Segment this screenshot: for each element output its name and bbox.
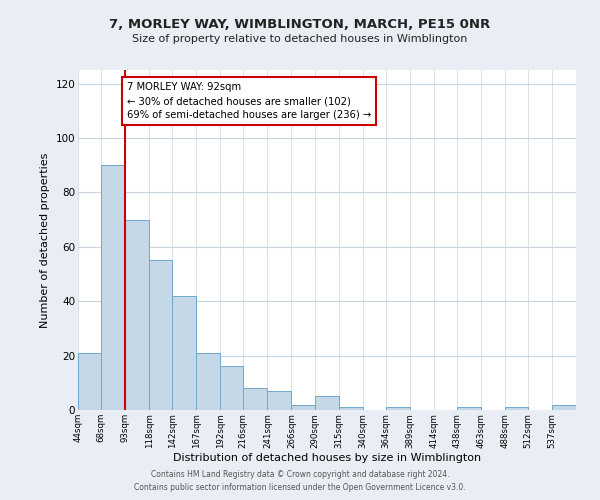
Bar — [505, 408, 528, 410]
Text: Size of property relative to detached houses in Wimblington: Size of property relative to detached ho… — [133, 34, 467, 44]
Bar — [552, 404, 576, 410]
Text: 7, MORLEY WAY, WIMBLINGTON, MARCH, PE15 0NR: 7, MORLEY WAY, WIMBLINGTON, MARCH, PE15 … — [109, 18, 491, 30]
Bar — [220, 366, 244, 410]
Bar — [125, 220, 149, 410]
Bar — [314, 396, 338, 410]
X-axis label: Distribution of detached houses by size in Wimblington: Distribution of detached houses by size … — [173, 453, 481, 463]
Bar — [101, 165, 125, 410]
Bar — [386, 408, 410, 410]
Bar — [78, 353, 101, 410]
Bar — [244, 388, 268, 410]
Text: Contains HM Land Registry data © Crown copyright and database right 2024.
Contai: Contains HM Land Registry data © Crown c… — [134, 470, 466, 492]
Bar — [338, 408, 362, 410]
Bar — [149, 260, 172, 410]
Bar — [172, 296, 196, 410]
Bar — [457, 408, 481, 410]
Bar — [292, 404, 314, 410]
Bar — [268, 391, 292, 410]
Y-axis label: Number of detached properties: Number of detached properties — [40, 152, 50, 328]
Bar — [196, 353, 220, 410]
Text: 7 MORLEY WAY: 92sqm
← 30% of detached houses are smaller (102)
69% of semi-detac: 7 MORLEY WAY: 92sqm ← 30% of detached ho… — [127, 82, 371, 120]
